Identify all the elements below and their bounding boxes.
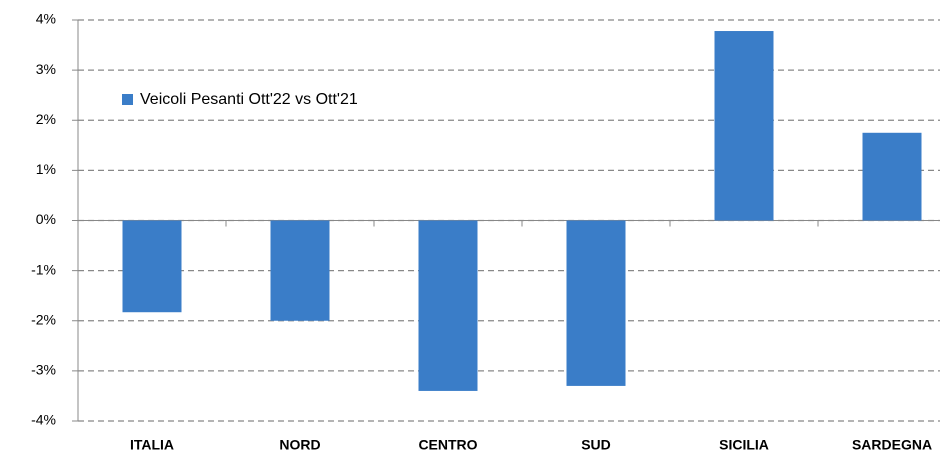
- bar: [122, 220, 182, 313]
- y-tick-label: -2%: [31, 311, 56, 327]
- x-tick-label: SARDEGNA: [852, 437, 932, 453]
- y-tick-label: 4%: [36, 11, 56, 27]
- bar: [862, 132, 922, 221]
- bar: [270, 220, 330, 321]
- bar: [566, 220, 626, 386]
- y-tick-label: 0%: [36, 211, 56, 227]
- y-tick-label: 2%: [36, 111, 56, 127]
- y-tick-label: 3%: [36, 61, 56, 77]
- x-tick-label: SICILIA: [719, 437, 769, 453]
- x-tick-label: ITALIA: [130, 437, 174, 453]
- y-tick-label: -1%: [31, 261, 56, 277]
- x-tick-label: NORD: [279, 437, 320, 453]
- bar: [418, 220, 478, 391]
- x-tick-label: CENTRO: [418, 437, 477, 453]
- y-tick-label: -3%: [31, 362, 56, 378]
- y-tick-label: 1%: [36, 161, 56, 177]
- legend-label: Veicoli Pesanti Ott'22 vs Ott'21: [140, 91, 358, 108]
- legend-swatch: [122, 94, 133, 105]
- y-tick-label: -4%: [31, 412, 56, 428]
- x-tick-label: SUD: [581, 437, 611, 453]
- bar: [714, 31, 774, 221]
